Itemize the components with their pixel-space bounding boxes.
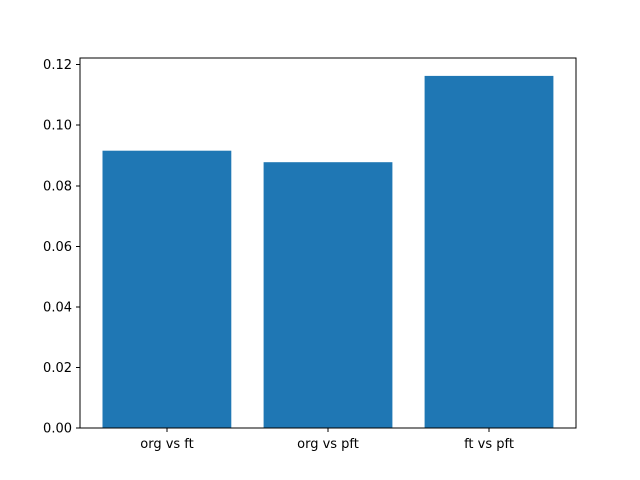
y-tick-label: 0.00 xyxy=(43,422,72,437)
y-tick-label: 0.06 xyxy=(43,240,72,255)
y-tick-label: 0.10 xyxy=(43,119,72,134)
bar-org-vs-pft xyxy=(263,162,393,428)
bar-org-vs-ft xyxy=(102,150,232,428)
y-tick-label: 0.12 xyxy=(43,58,72,73)
y-tick-label: 0.02 xyxy=(43,361,72,376)
bar-ft-vs-pft xyxy=(424,75,554,429)
x-tick-label: ft vs pft xyxy=(464,437,514,452)
y-tick-label: 0.04 xyxy=(43,300,72,315)
y-tick-label: 0.08 xyxy=(43,179,72,194)
x-tick-label: org vs pft xyxy=(297,437,359,452)
x-tick-label: org vs ft xyxy=(140,437,194,452)
